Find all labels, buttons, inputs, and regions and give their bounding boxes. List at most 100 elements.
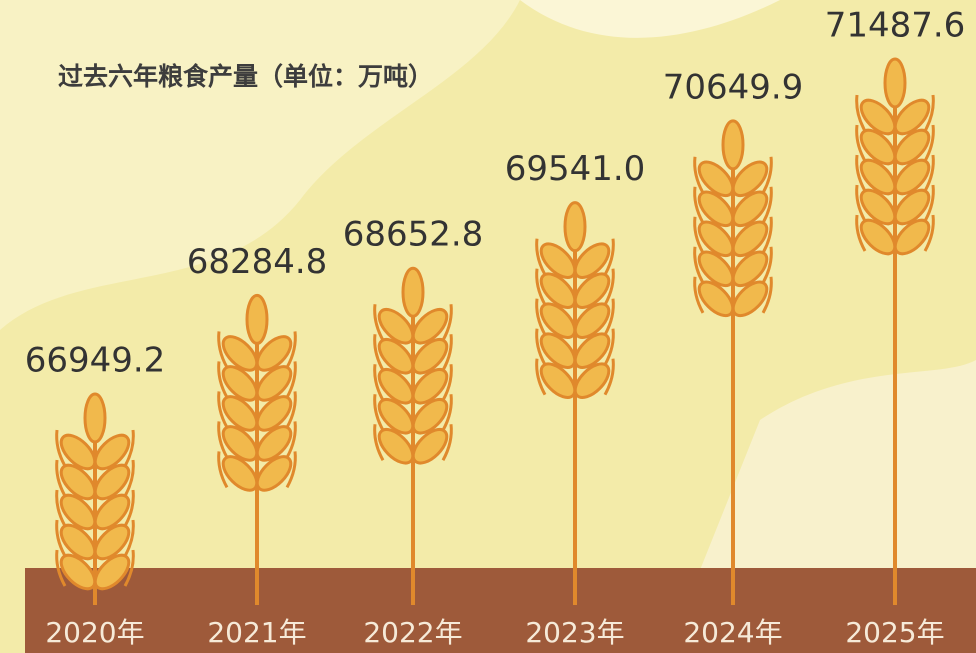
kernel [83,392,107,444]
kernel [697,160,735,198]
kernel [859,218,897,256]
awn [693,276,705,314]
awn [693,156,705,194]
awn [761,156,773,194]
kernel [93,493,131,531]
x-tick-label: 2021年 [207,616,306,649]
awn [535,238,547,276]
kernel [59,463,97,501]
wheat-ear [55,392,135,591]
awn [123,519,135,557]
awn [441,334,453,371]
awn [693,216,705,254]
awn [923,124,935,162]
awn [373,394,385,431]
kernel [859,158,897,196]
kernel [93,463,131,501]
kernel [255,395,293,432]
awn [693,186,705,224]
awn [123,429,135,467]
awn [603,328,615,366]
kernel [893,218,931,256]
wheat-ear [693,119,773,318]
kernel [221,395,259,432]
kernel [893,158,931,196]
kernel [59,493,97,531]
kernel [411,427,449,465]
x-tick-label: 2025年 [845,616,944,649]
kernel [697,190,735,228]
awn [55,519,67,557]
x-tick-label: 2022年 [363,616,462,649]
kernel [411,367,449,405]
kernel [697,280,735,318]
awn [441,424,453,461]
kernel [539,242,577,279]
kernel [377,337,415,375]
kernel [539,272,577,309]
kernel [93,553,131,591]
wheat-ear [217,293,297,492]
awn [923,94,935,132]
wheat-ear [535,201,615,399]
kernel [255,365,293,402]
awn [217,421,229,459]
awn [855,154,867,192]
awn [923,184,935,222]
kernel [859,98,897,136]
awn [55,489,67,527]
value-label: 66949.2 [25,341,166,381]
awn [761,186,773,224]
kernel [573,272,611,309]
awn [217,451,229,489]
kernel [411,307,449,345]
kernel [221,425,259,462]
awn [373,334,385,371]
kernel [59,433,97,471]
awn [603,298,615,336]
kernel [731,250,769,288]
awn [761,216,773,254]
chart-title: 过去六年粮食产量（单位：万吨） [58,62,433,91]
kernel [859,128,897,166]
awn [373,424,385,461]
awn [855,124,867,162]
ground [25,568,976,653]
kernel [731,160,769,198]
kernel [377,367,415,405]
kernel [697,250,735,288]
awn [693,246,705,284]
kernel [539,332,577,369]
kernel [573,242,611,279]
awn [923,154,935,192]
value-label: 70649.9 [663,67,804,107]
awn [855,214,867,252]
kernel [93,433,131,471]
kernel [377,397,415,435]
kernel [59,523,97,561]
awn [285,331,297,369]
awn [761,246,773,284]
kernel [411,397,449,435]
kernel [245,293,269,345]
kernel [883,57,907,109]
awn [923,214,935,252]
x-tick-label: 2024年 [683,616,782,649]
awn [373,364,385,401]
awn [441,364,453,401]
wheat-ear [855,57,935,256]
kernel [573,302,611,339]
awn [603,238,615,276]
kernel [859,188,897,226]
bg-shape [520,0,780,38]
kernel [731,220,769,258]
kernel [411,337,449,375]
awn [285,451,297,489]
awn [535,268,547,306]
awn [123,489,135,527]
awn [603,358,615,396]
kernel [221,335,259,372]
kernel [893,128,931,166]
awn [373,304,385,341]
